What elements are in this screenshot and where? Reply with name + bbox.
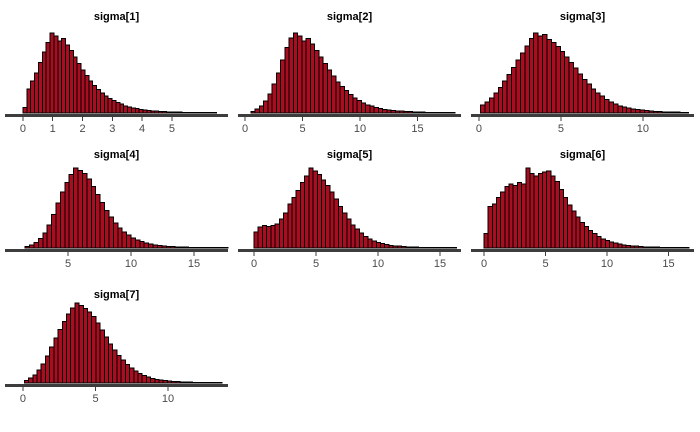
histogram-bars (23, 302, 223, 384)
histogram-bars (253, 167, 457, 249)
histogram-plot: 0 5 10 15 sigma[6] (471, 149, 694, 270)
panel-sigma-2: 0 5 10 15 sigma[2] (233, 0, 467, 144)
x-tick-label: 5 (299, 123, 305, 135)
x-tick-label: 0 (242, 123, 248, 135)
x-tick-label: 10 (637, 123, 649, 135)
panel-title: sigma[7] (94, 289, 140, 301)
x-tick-label: 10 (354, 123, 366, 135)
panel-sigma-7: 0 5 10 sigma[7] (0, 288, 234, 432)
x-axis: 5 10 15 (5, 249, 228, 270)
x-tick-label: 15 (188, 258, 200, 270)
x-tick-label: 2 (79, 123, 85, 135)
panel-title: sigma[4] (94, 149, 140, 161)
panel-sigma-5: 0 5 10 15 sigma[5] (233, 144, 467, 288)
panel-sigma-1: 0 1 2 3 4 5 sigma[1] (0, 0, 234, 144)
x-tick-label: 3 (109, 123, 115, 135)
histogram-plot: 5 10 15 sigma[4] (5, 149, 229, 270)
x-axis: 0 5 10 15 (238, 114, 461, 135)
x-tick-label: 5 (65, 258, 71, 270)
histogram-plot: 0 5 10 15 sigma[2] (238, 11, 461, 135)
x-tick-label: 0 (481, 258, 487, 270)
x-tick-label: 4 (139, 123, 145, 135)
x-tick-label: 5 (169, 123, 175, 135)
x-axis-line (5, 249, 228, 252)
histogram-plot: 0 1 2 3 4 5 sigma[1] (5, 11, 228, 135)
x-tick-label: 10 (601, 258, 613, 270)
x-axis: 0 1 2 3 4 5 (5, 114, 228, 135)
x-axis-line (238, 114, 461, 117)
x-axis-line (471, 114, 694, 117)
histogram-plot: 0 5 10 15 sigma[5] (238, 149, 461, 270)
panel-title: sigma[1] (94, 11, 140, 23)
x-tick-label: 0 (20, 123, 26, 135)
x-tick-label: 5 (92, 393, 98, 405)
panel-title: sigma[3] (560, 11, 606, 23)
x-axis-line (238, 249, 461, 252)
x-tick-label: 0 (476, 123, 482, 135)
x-tick-label: 1 (50, 123, 56, 135)
x-tick-label: 10 (162, 393, 174, 405)
x-axis-line (5, 384, 228, 387)
panel-title: sigma[2] (327, 11, 373, 23)
x-tick-label: 0 (20, 393, 26, 405)
x-tick-label: 5 (558, 123, 564, 135)
histogram-bars (22, 32, 218, 114)
x-tick-label: 15 (411, 123, 423, 135)
x-tick-label: 5 (542, 258, 548, 270)
histogram-bars (250, 32, 456, 114)
panel-sigma-6: 0 5 10 15 sigma[6] (466, 144, 700, 288)
histogram-bars (24, 167, 229, 249)
x-tick-label: 10 (125, 258, 137, 270)
x-tick-label: 15 (434, 258, 446, 270)
x-tick-label: 5 (313, 258, 319, 270)
histogram-plot: 0 5 10 sigma[7] (5, 289, 228, 405)
x-axis: 0 5 10 15 (471, 249, 694, 270)
x-tick-label: 0 (251, 258, 257, 270)
x-axis: 0 5 10 15 (238, 249, 461, 270)
panel-sigma-4: 5 10 15 sigma[4] (0, 144, 234, 288)
panel-title: sigma[6] (560, 149, 606, 161)
x-axis: 0 5 10 (471, 114, 694, 135)
panel-title: sigma[5] (327, 149, 373, 161)
x-axis-line (5, 114, 228, 117)
x-tick-label: 10 (372, 258, 384, 270)
panel-sigma-3: 0 5 10 sigma[3] (466, 0, 700, 144)
x-axis: 0 5 10 (5, 384, 228, 405)
histogram-plot: 0 5 10 sigma[3] (471, 11, 694, 135)
x-axis-line (471, 249, 694, 252)
x-tick-label: 15 (662, 258, 674, 270)
histogram-bars (480, 32, 690, 114)
histogram-bars (483, 167, 690, 249)
